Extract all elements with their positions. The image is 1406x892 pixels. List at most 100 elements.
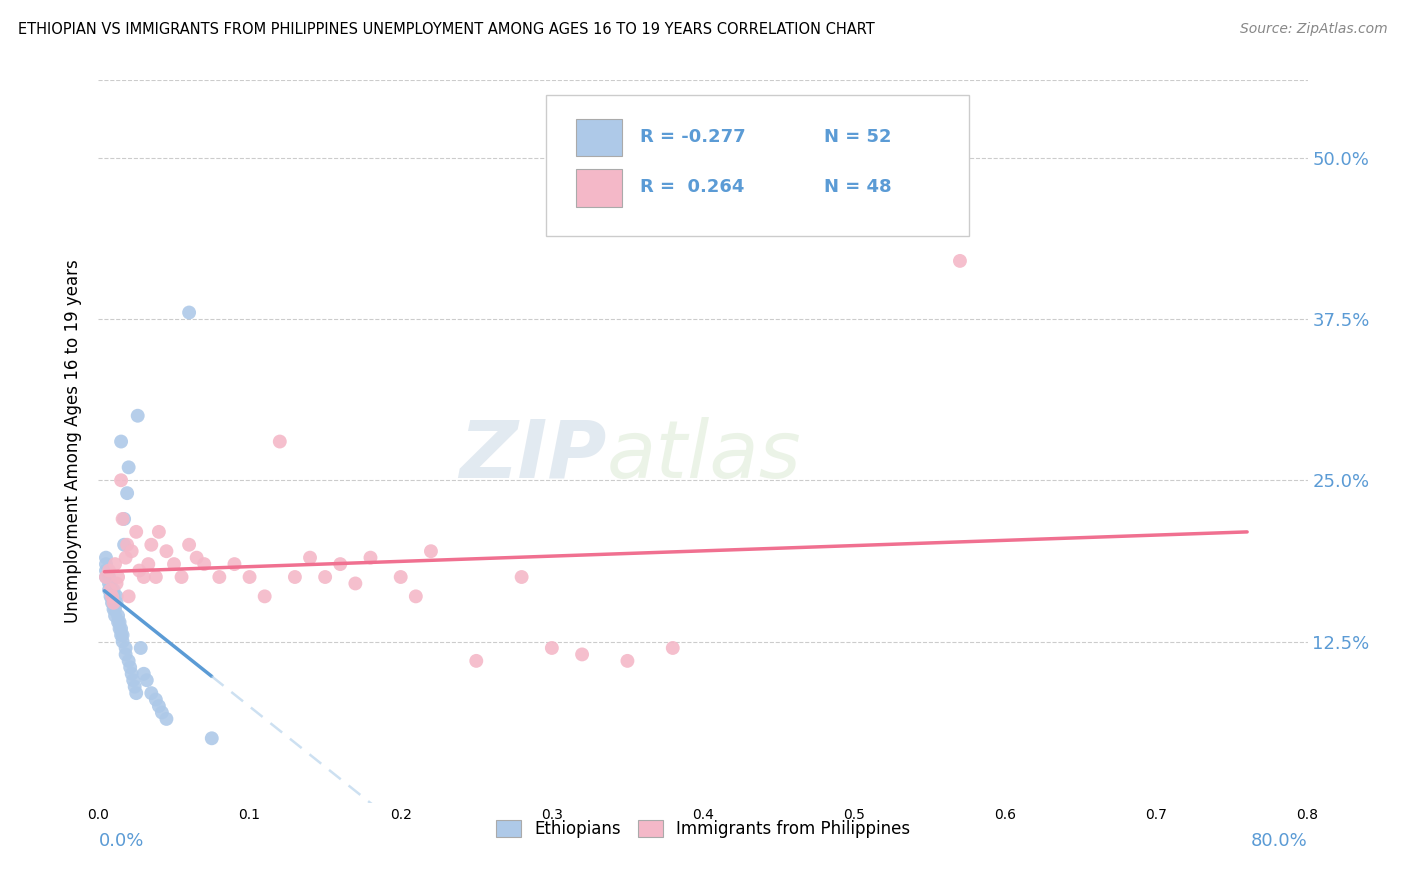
Point (121, 666, 143, 681)
Point (269, 434, 291, 449)
Point (135, 673, 157, 688)
Point (299, 550, 322, 565)
Point (141, 538, 163, 552)
Point (253, 590, 276, 604)
Point (114, 550, 136, 565)
Point (129, 640, 152, 655)
Text: R =  0.264: R = 0.264 (640, 178, 745, 196)
Point (111, 512, 134, 526)
Point (104, 557, 127, 571)
Point (114, 648, 136, 662)
FancyBboxPatch shape (576, 169, 621, 207)
Point (112, 512, 135, 526)
Point (107, 615, 129, 630)
Point (101, 596, 124, 610)
Point (107, 608, 129, 623)
Point (108, 615, 131, 630)
Point (150, 706, 173, 720)
Text: N = 52: N = 52 (824, 128, 891, 145)
Point (94, 570, 117, 584)
Point (103, 596, 125, 610)
Point (132, 666, 155, 681)
Point (111, 634, 134, 648)
Point (100, 590, 122, 604)
Text: atlas: atlas (606, 417, 801, 495)
Point (124, 680, 146, 694)
Text: 80.0%: 80.0% (1251, 831, 1308, 850)
Point (118, 460, 141, 475)
Point (141, 686, 163, 700)
Point (103, 602, 125, 616)
Text: N = 48: N = 48 (824, 178, 891, 196)
Point (105, 596, 128, 610)
Point (100, 582, 122, 597)
Point (115, 538, 138, 552)
Point (344, 576, 367, 591)
Point (107, 570, 129, 584)
Point (98, 570, 121, 584)
Point (949, 254, 972, 268)
Point (510, 570, 533, 584)
Point (314, 570, 336, 584)
Point (284, 570, 307, 584)
Point (110, 434, 132, 449)
Point (179, 538, 201, 552)
Point (118, 654, 141, 668)
Point (104, 608, 127, 623)
Point (101, 590, 124, 604)
Text: R = -0.277: R = -0.277 (640, 128, 745, 145)
FancyBboxPatch shape (546, 95, 969, 235)
Point (110, 628, 132, 642)
Point (120, 660, 142, 674)
Point (108, 622, 131, 636)
Point (98, 564, 121, 578)
Point (110, 473, 132, 487)
Point (103, 582, 125, 597)
Point (100, 582, 122, 597)
Point (94, 557, 117, 571)
Point (145, 692, 167, 706)
Point (208, 570, 231, 584)
Point (360, 550, 382, 565)
Point (163, 557, 186, 571)
Point (132, 570, 155, 584)
Point (100, 576, 122, 591)
Point (616, 654, 638, 668)
Point (121, 544, 143, 558)
Text: ETHIOPIAN VS IMMIGRANTS FROM PHILIPPINES UNEMPLOYMENT AMONG AGES 16 TO 19 YEARS : ETHIOPIAN VS IMMIGRANTS FROM PHILIPPINES… (18, 22, 875, 37)
Point (94, 564, 117, 578)
Text: ZIP: ZIP (458, 417, 606, 495)
Point (94, 550, 117, 565)
Point (114, 640, 136, 655)
Point (125, 686, 148, 700)
Point (105, 576, 128, 591)
Point (105, 590, 128, 604)
Point (115, 486, 138, 500)
Point (571, 648, 593, 662)
Point (118, 590, 141, 604)
Point (186, 550, 208, 565)
Point (155, 712, 177, 726)
FancyBboxPatch shape (576, 119, 621, 156)
Point (101, 590, 124, 604)
Y-axis label: Unemployment Among Ages 16 to 19 years: Unemployment Among Ages 16 to 19 years (65, 260, 83, 624)
Point (94, 570, 117, 584)
Point (170, 570, 193, 584)
Point (540, 640, 562, 655)
Point (661, 640, 683, 655)
Point (136, 557, 159, 571)
Point (148, 524, 170, 539)
Point (112, 538, 135, 552)
Legend: Ethiopians, Immigrants from Philippines: Ethiopians, Immigrants from Philippines (489, 814, 917, 845)
Point (193, 557, 215, 571)
Point (98, 582, 121, 597)
Point (110, 622, 132, 636)
Point (127, 409, 149, 423)
Point (111, 628, 134, 642)
Point (104, 602, 127, 616)
Point (125, 524, 148, 539)
Point (148, 699, 170, 714)
Point (389, 570, 412, 584)
Point (145, 570, 167, 584)
Point (155, 544, 177, 558)
